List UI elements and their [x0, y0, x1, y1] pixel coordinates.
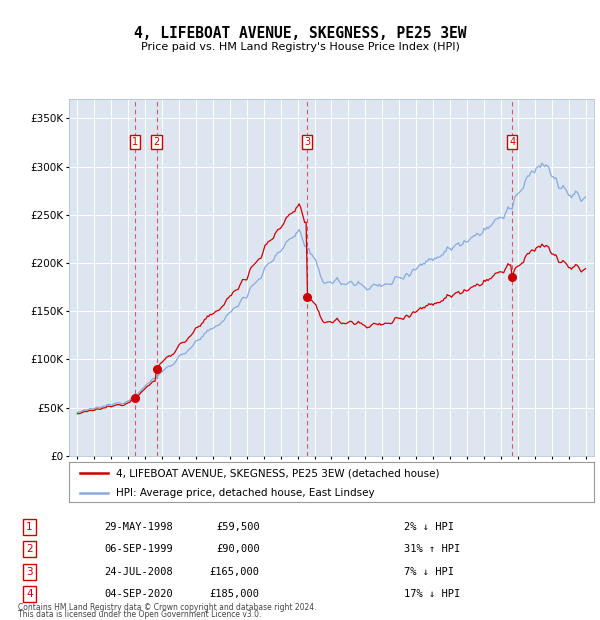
Text: 4, LIFEBOAT AVENUE, SKEGNESS, PE25 3EW (detached house): 4, LIFEBOAT AVENUE, SKEGNESS, PE25 3EW (…: [116, 468, 440, 478]
Text: 29-MAY-1998: 29-MAY-1998: [104, 522, 173, 532]
Text: £185,000: £185,000: [209, 590, 260, 600]
Text: 24-JUL-2008: 24-JUL-2008: [104, 567, 173, 577]
Text: 2% ↓ HPI: 2% ↓ HPI: [404, 522, 454, 532]
Text: 2: 2: [154, 137, 160, 147]
Text: 1: 1: [132, 137, 138, 147]
Text: Contains HM Land Registry data © Crown copyright and database right 2024.: Contains HM Land Registry data © Crown c…: [18, 603, 317, 612]
Text: 3: 3: [304, 137, 310, 147]
Text: 17% ↓ HPI: 17% ↓ HPI: [404, 590, 460, 600]
Text: HPI: Average price, detached house, East Lindsey: HPI: Average price, detached house, East…: [116, 489, 375, 498]
Text: £59,500: £59,500: [216, 522, 260, 532]
Text: 06-SEP-1999: 06-SEP-1999: [104, 544, 173, 554]
Text: 4, LIFEBOAT AVENUE, SKEGNESS, PE25 3EW: 4, LIFEBOAT AVENUE, SKEGNESS, PE25 3EW: [134, 26, 466, 41]
Text: Price paid vs. HM Land Registry's House Price Index (HPI): Price paid vs. HM Land Registry's House …: [140, 42, 460, 51]
Text: 31% ↑ HPI: 31% ↑ HPI: [404, 544, 460, 554]
Text: £90,000: £90,000: [216, 544, 260, 554]
Text: 7% ↓ HPI: 7% ↓ HPI: [404, 567, 454, 577]
Text: 2: 2: [26, 544, 32, 554]
Text: This data is licensed under the Open Government Licence v3.0.: This data is licensed under the Open Gov…: [18, 610, 262, 619]
Text: 3: 3: [26, 567, 32, 577]
Text: 4: 4: [26, 590, 32, 600]
Text: £165,000: £165,000: [209, 567, 260, 577]
Text: 1: 1: [26, 522, 32, 532]
Text: 4: 4: [509, 137, 515, 147]
Text: 04-SEP-2020: 04-SEP-2020: [104, 590, 173, 600]
